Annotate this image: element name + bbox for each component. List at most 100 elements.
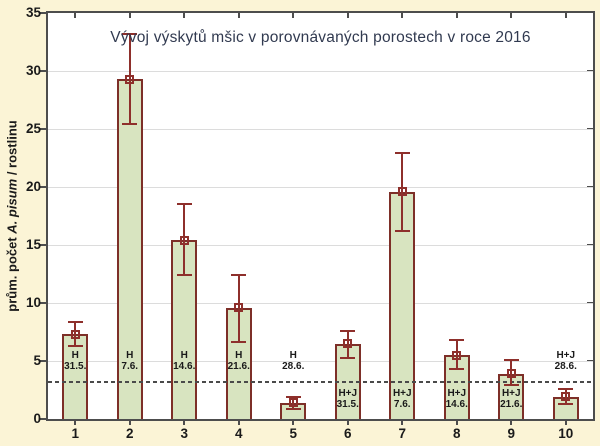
error-bar: [346, 330, 349, 358]
x-tick: [346, 421, 349, 425]
mean-marker: [343, 339, 353, 349]
top-tick: [74, 13, 77, 18]
error-bar: [292, 396, 295, 409]
y-tick: [40, 244, 46, 246]
mean-marker: [125, 74, 135, 84]
error-cap-lower: [285, 407, 301, 410]
plot-area: Vývoj výskytů mšic v porovnávaných poros…: [46, 11, 595, 421]
gridline: [48, 360, 593, 362]
error-cap-lower: [503, 384, 519, 387]
y-tick-label: 35: [25, 5, 41, 20]
x-tick-label: 3: [180, 426, 188, 441]
reference-line: [48, 380, 593, 383]
bar-label-series: H+J: [447, 388, 467, 400]
bar-label-date: 21.6.: [500, 399, 523, 411]
y-tick: [40, 360, 46, 362]
top-tick: [237, 13, 240, 18]
x-tick: [510, 421, 513, 425]
error-cap-lower: [231, 341, 247, 344]
top-tick: [346, 13, 349, 18]
error-bar: [455, 340, 458, 370]
x-tick-label: 4: [234, 426, 243, 441]
x-tick-label: 6: [343, 426, 352, 441]
bar-label: H 7.6.: [103, 350, 157, 372]
top-tick: [292, 13, 295, 18]
error-cap-upper: [340, 329, 356, 332]
mean-marker: [179, 235, 189, 245]
y-tick-label: 0: [33, 411, 41, 426]
mean-marker: [506, 369, 516, 379]
error-bar: [237, 275, 240, 343]
y-axis-label: prům. počet A. pisum / rostlinu: [5, 120, 20, 311]
y-tick: [40, 418, 46, 420]
bar-label: H 14.6.: [157, 350, 211, 372]
y-tick-label: 20: [25, 179, 41, 194]
bar-label: H+J 7.6.: [375, 388, 429, 410]
error-cap-lower: [394, 230, 410, 233]
mean-marker: [397, 187, 407, 197]
x-tick-label: 1: [71, 426, 79, 441]
top-tick: [183, 13, 186, 18]
x-tick-label: 10: [558, 426, 574, 441]
bar-label-series: H: [235, 350, 243, 361]
error-cap-upper: [558, 387, 574, 390]
y-tick-label: 25: [25, 121, 41, 136]
bar-label-date: 21.6.: [227, 361, 250, 372]
x-tick-label: 9: [507, 426, 515, 441]
bar-label-date: 7.6.: [121, 361, 139, 372]
x-tick-label: 8: [452, 426, 461, 441]
y-tick: [40, 186, 46, 188]
bar-label: H+J 14.6.: [430, 388, 484, 410]
x-tick: [292, 421, 295, 425]
top-tick: [401, 13, 404, 18]
x-tick: [183, 421, 186, 425]
bar-label: H+J 21.6.: [484, 388, 538, 410]
error-cap-lower: [558, 402, 574, 405]
error-cap-lower: [67, 344, 83, 347]
x-tick: [564, 421, 567, 425]
bar-label-series: H+J: [501, 388, 521, 400]
error-cap-upper: [231, 274, 247, 277]
error-bar: [74, 321, 77, 346]
error-cap-lower: [449, 368, 465, 371]
x-tick: [401, 421, 404, 425]
top-tick: [455, 13, 458, 18]
mean-marker: [70, 329, 80, 339]
bar-label-series: H: [126, 350, 134, 361]
y-tick-label: 10: [25, 295, 41, 310]
bar-label-series: H+J: [556, 350, 576, 361]
chart-title: Vývoj výskytů mšic v porovnávaných poros…: [110, 29, 531, 46]
bar-label-date: 28.6.: [282, 361, 305, 372]
bar-label-date: 28.6.: [554, 361, 577, 372]
y-tick: [40, 12, 46, 14]
bar-label-series: H+J: [392, 388, 412, 400]
bar-label-date: 7.6.: [393, 399, 411, 411]
gridline: [48, 70, 593, 72]
error-bar: [401, 153, 404, 232]
x-tick-label: 5: [289, 426, 297, 441]
bar-label-date: 14.6.: [445, 399, 468, 411]
mean-marker: [561, 392, 571, 402]
error-cap-lower: [122, 123, 138, 126]
x-tick: [74, 421, 77, 425]
top-tick: [564, 13, 567, 18]
bar-label: H+J 31.5.: [321, 388, 375, 410]
bar-label: H+J 28.6.: [539, 350, 593, 372]
bar-label: H 28.6.: [266, 350, 320, 372]
error-cap-upper: [285, 395, 301, 398]
x-tick-label: 2: [125, 426, 134, 441]
mean-marker: [452, 350, 462, 360]
y-tick: [40, 302, 46, 304]
gridline: [48, 128, 593, 130]
error-cap-upper: [503, 358, 519, 361]
error-cap-lower: [176, 274, 192, 277]
x-tick-label: 7: [398, 426, 406, 441]
error-cap-upper: [449, 339, 465, 342]
y-tick-label: 5: [33, 353, 41, 368]
y-tick: [40, 128, 46, 130]
error-bar: [128, 33, 131, 125]
error-cap-upper: [122, 32, 138, 35]
top-tick: [128, 13, 131, 18]
mean-marker: [288, 398, 298, 408]
bar-label-series: H: [180, 350, 188, 361]
